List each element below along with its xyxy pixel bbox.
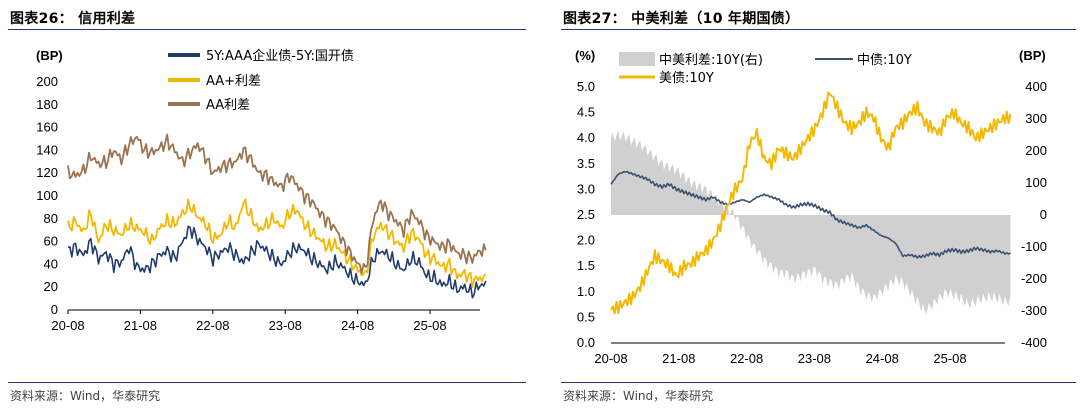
x-tick-label: 22-08 (730, 351, 763, 366)
legend-label: 中债:10Y (857, 53, 912, 68)
y-tick-label-right: 400 (1025, 79, 1047, 94)
y-tick-label-left: 2.0 (577, 233, 595, 248)
credit-spread-chart: (BP) 0 20 40 60 80 100 120 140 160 180 200 20-08 21-0… (36, 48, 487, 333)
title-rule (8, 29, 526, 30)
legend-label: 5Y:AAA企业债-5Y:国开债 (206, 48, 354, 64)
legend-label: 中美利差:10Y(右) (659, 53, 763, 68)
y-tick-label-right: -300 (1021, 303, 1047, 318)
y-tick-label: 40 (44, 256, 58, 271)
x-tick-label: 23-08 (798, 351, 831, 366)
source-note: 资料来源：Wind，华泰研究 (10, 389, 161, 403)
y-tick-label-left: 2.5 (577, 207, 595, 222)
y-tick-label-right: -100 (1021, 239, 1047, 254)
y-tick-label-left: 1.0 (577, 284, 595, 299)
series-line (610, 170, 1011, 259)
x-tick-label: 20-08 (51, 318, 84, 333)
y-axis-unit: (BP) (36, 48, 63, 63)
y-tick-label: 140 (36, 142, 58, 157)
legend-label: AA利差 (206, 98, 250, 113)
y-tick-label-left: 4.0 (577, 130, 595, 145)
y-tick-label: 120 (36, 165, 58, 180)
y-tick-label-right: 0 (1040, 207, 1047, 222)
title-rule (561, 29, 1076, 30)
chart-title: 图表27： 中美利差（10 年期国债） (563, 11, 800, 27)
y-axis-unit-right: (BP) (1019, 48, 1046, 63)
cn-us-spread-chart: (%) (BP) 0.0 0.5 1.0 1.5 2.0 2.5 3.0 3.5 4.0 4.5 5.0… (575, 48, 1047, 366)
series-line (67, 133, 487, 275)
y-tick-label: 0 (51, 302, 58, 317)
series-line (67, 225, 487, 299)
x-tick-label: 21-08 (662, 351, 695, 366)
y-tick-label-left: 0.5 (577, 309, 595, 324)
y-tick-label-left: 4.5 (577, 105, 595, 120)
y-tick-label-left: 0.0 (577, 335, 595, 350)
spread-area (611, 130, 1011, 315)
x-tick-label: 24-08 (866, 351, 899, 366)
source-note: 资料来源：Wind，华泰研究 (563, 389, 714, 403)
y-tick-label-right: -200 (1021, 271, 1047, 286)
y-tick-label-left: 3.5 (577, 156, 595, 171)
y-tick-label: 80 (44, 211, 58, 226)
legend-label: AA+利差 (206, 74, 261, 89)
y-tick-label: 200 (36, 74, 58, 89)
chart-panel-cn-us-spread: 图表27： 中美利差（10 年期国债） (%) (BP) 0.0 0.5 1.0 1.5 2… (553, 0, 1080, 413)
y-tick-label-left: 5.0 (577, 79, 595, 94)
footer-rule (8, 382, 526, 383)
y-tick-label-right: -400 (1021, 335, 1047, 350)
x-tick-label: 21-08 (124, 318, 157, 333)
y-tick-label-left: 1.5 (577, 258, 595, 273)
y-tick-label-left: 3.0 (577, 181, 595, 196)
series-line (67, 198, 487, 288)
y-tick-label: 180 (36, 97, 58, 112)
x-tick-label: 23-08 (269, 318, 302, 333)
x-tick-label: 25-08 (413, 318, 446, 333)
chart-title: 图表26： 信用利差 (10, 11, 136, 27)
legend-swatch (619, 52, 655, 66)
x-tick-label: 25-08 (933, 351, 966, 366)
series-line (610, 91, 1012, 315)
y-tick-label: 160 (36, 120, 58, 135)
y-tick-label-right: 300 (1025, 111, 1047, 126)
chart-panel-credit-spread: 图表26： 信用利差 (BP) 0 20 40 60 80 100 120 140 160 180 2… (0, 0, 530, 413)
y-tick-label: 20 (44, 279, 58, 294)
x-tick-label: 20-08 (594, 351, 627, 366)
y-tick-label-right: 200 (1025, 143, 1047, 158)
x-tick-label: 24-08 (341, 318, 374, 333)
y-tick-label: 100 (36, 188, 58, 203)
y-axis-unit-left: (%) (575, 48, 595, 63)
y-tick-label-right: 100 (1025, 175, 1047, 190)
legend-label: 美债:10Y (659, 71, 714, 86)
footer-rule (561, 382, 1076, 383)
y-tick-label: 60 (44, 234, 58, 249)
x-tick-label: 22-08 (196, 318, 229, 333)
